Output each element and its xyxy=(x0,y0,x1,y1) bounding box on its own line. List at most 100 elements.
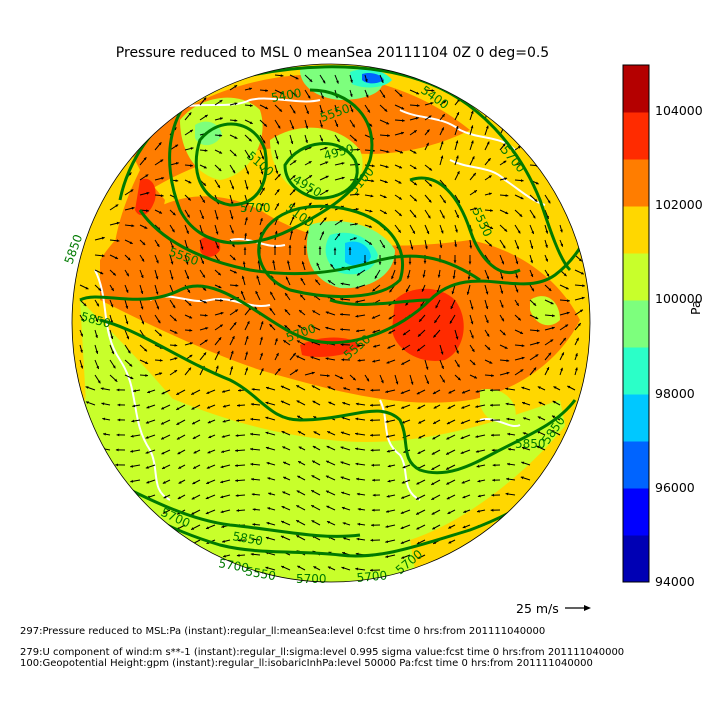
wind-arrow-head xyxy=(545,230,549,234)
wind-arrow-head xyxy=(517,230,521,234)
wind-arrow-head xyxy=(391,276,394,280)
wind-arrow-head xyxy=(145,466,149,469)
wind-arrow-head xyxy=(551,326,555,330)
wind-arrow-head xyxy=(410,246,414,250)
wind-arrow-head xyxy=(176,392,180,395)
wind-arrow-head xyxy=(170,261,174,265)
wind-arrow-head xyxy=(157,320,161,324)
wind-arrow-head xyxy=(236,554,240,557)
wind-arrow-head xyxy=(222,540,225,543)
wind-arrow-head xyxy=(471,348,475,352)
wind-arrow-head xyxy=(245,217,248,221)
wind-arrow-head xyxy=(145,374,148,377)
wind-arrow-head xyxy=(486,333,490,337)
wind-arrow-head xyxy=(548,288,552,291)
wind-arrow-head xyxy=(296,520,300,523)
wind-arrow-head xyxy=(470,125,474,129)
wind-arrow-head xyxy=(95,319,99,322)
wind-arrow-head xyxy=(340,328,343,331)
wind-arrow-head xyxy=(219,151,223,154)
wind-arrow-head xyxy=(446,481,450,485)
wind-arrow-head xyxy=(416,512,420,515)
wind-arrow-head xyxy=(275,170,279,174)
wind-arrow-head xyxy=(145,420,149,424)
wind-arrow-head xyxy=(311,505,315,508)
wind-arrow-head xyxy=(417,406,421,409)
wind-arrow-head xyxy=(309,189,313,192)
wind-arrow-head xyxy=(242,261,246,265)
wind-arrow-head xyxy=(244,233,247,236)
wind-arrow-head xyxy=(386,494,390,498)
wind-arrow-head xyxy=(287,260,290,264)
wind-arrow-head xyxy=(370,538,374,542)
wind-arrow-head xyxy=(565,324,569,328)
wind-arrow-head xyxy=(421,288,425,292)
wind-arrow-head xyxy=(415,116,419,120)
wind-arrow-head xyxy=(398,196,402,200)
wind-arrow-head xyxy=(410,381,414,385)
wind-arrow-head xyxy=(189,342,193,345)
wind-arrow-head xyxy=(490,403,493,407)
wind-arrow-head xyxy=(100,387,104,391)
wind-arrow-head xyxy=(370,433,373,437)
wind-arrow-head xyxy=(531,288,534,292)
wind-arrow-head xyxy=(311,490,315,493)
wind-arrow-head xyxy=(535,316,539,319)
wind-arrow-head xyxy=(387,464,391,468)
wind-arrow-head xyxy=(357,507,361,511)
wind-vectors xyxy=(79,74,585,572)
wind-arrow-head xyxy=(260,218,263,221)
wind-arrow-head xyxy=(176,422,180,425)
wind-arrow-head xyxy=(401,362,405,365)
wind-arrow-head xyxy=(145,451,149,454)
wind-arrow-head xyxy=(130,449,134,453)
wind-arrow-head xyxy=(206,466,210,469)
wind-arrow-head xyxy=(326,460,330,464)
wind-arrow-head xyxy=(578,258,582,262)
wind-arrow-head xyxy=(341,491,345,495)
wind-arrow-head xyxy=(116,388,120,392)
wind-arrow-head xyxy=(193,466,197,469)
wind-arrow-head xyxy=(333,247,337,251)
wind-arrow-head xyxy=(536,329,540,333)
wind-arrow-head xyxy=(365,94,369,98)
wind-arrow-head xyxy=(320,124,323,128)
wind-arrow-head xyxy=(115,256,118,259)
wind-arrow-head xyxy=(201,261,204,264)
wind-arrow-head xyxy=(204,114,208,118)
wind-arrow-head xyxy=(382,94,385,98)
wind-arrow-head xyxy=(355,567,359,571)
colorbar-unit-label: Pa xyxy=(688,300,703,315)
wind-arrow-head xyxy=(354,138,357,142)
wind-arrow-head xyxy=(401,480,405,484)
wind-arrow-head xyxy=(492,478,495,482)
wind-arrow-head xyxy=(398,180,402,184)
wind-arrow-head xyxy=(190,147,194,150)
wind-arrow-head xyxy=(161,421,164,425)
wind-arrow-head xyxy=(320,110,324,114)
wind-arrow-head xyxy=(432,391,436,394)
wind-arrow-head xyxy=(293,160,297,164)
wind-arrow-head xyxy=(506,417,510,421)
wind-arrow-head xyxy=(249,87,252,91)
wind-arrow-head xyxy=(340,282,344,286)
wind-arrow-head xyxy=(174,370,178,373)
wind-arrow-head xyxy=(267,477,271,480)
wind-arrow-head xyxy=(281,506,285,509)
wind-arrow-head xyxy=(308,202,312,206)
wind-arrow-head xyxy=(505,387,509,391)
wind-arrow-head xyxy=(355,222,358,226)
wind-arrow-head xyxy=(546,215,549,219)
wind-arrow-head xyxy=(202,199,205,203)
wind-arrow-head xyxy=(401,556,405,559)
wind-arrow-head xyxy=(186,230,189,234)
wind-arrow-head xyxy=(200,246,204,250)
wind-arrow-head xyxy=(252,508,256,511)
wind-arrow-head xyxy=(281,431,285,434)
wind-arrow-head xyxy=(265,106,268,109)
contour-label: 5550 xyxy=(244,564,277,583)
wind-arrow-head xyxy=(500,276,504,280)
wind-arrow-head xyxy=(533,302,537,306)
wind-arrow-head xyxy=(191,527,195,530)
wind-arrow-head xyxy=(369,209,373,213)
